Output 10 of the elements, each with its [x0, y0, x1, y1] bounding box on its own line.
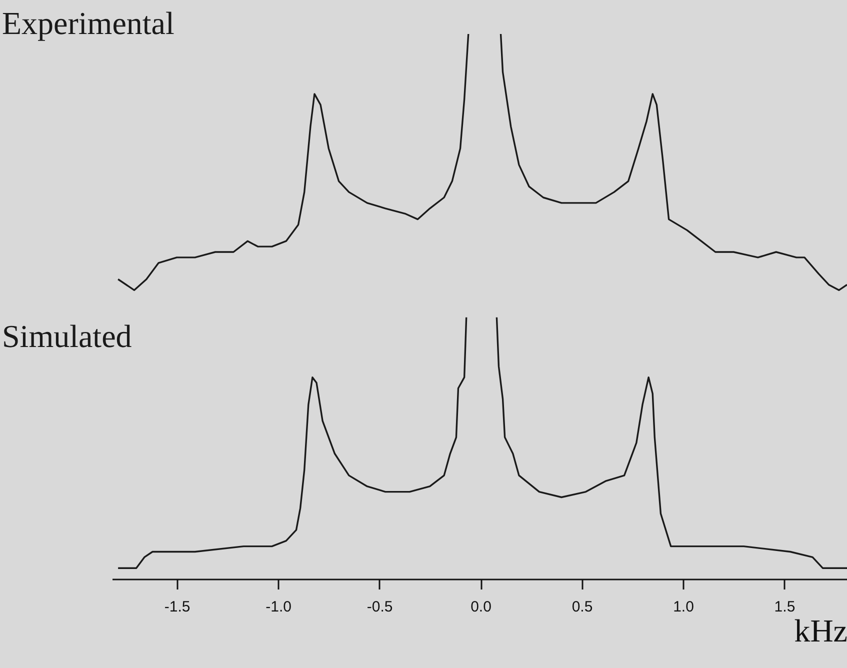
x-tick-label: 1.5 [774, 598, 796, 616]
x-tick-label: 1.0 [673, 598, 694, 616]
x-tick-label: -1.5 [164, 598, 190, 616]
x-tick-label: 0.5 [572, 598, 593, 616]
x-axis-title: kHz [794, 612, 847, 648]
x-tick-label: -1.0 [266, 598, 292, 616]
x-tick-label: 0.0 [470, 598, 492, 616]
x-tick-label: -0.5 [366, 598, 393, 616]
annotation: Experimental [2, 5, 174, 41]
annotation: Simulated [2, 318, 132, 354]
